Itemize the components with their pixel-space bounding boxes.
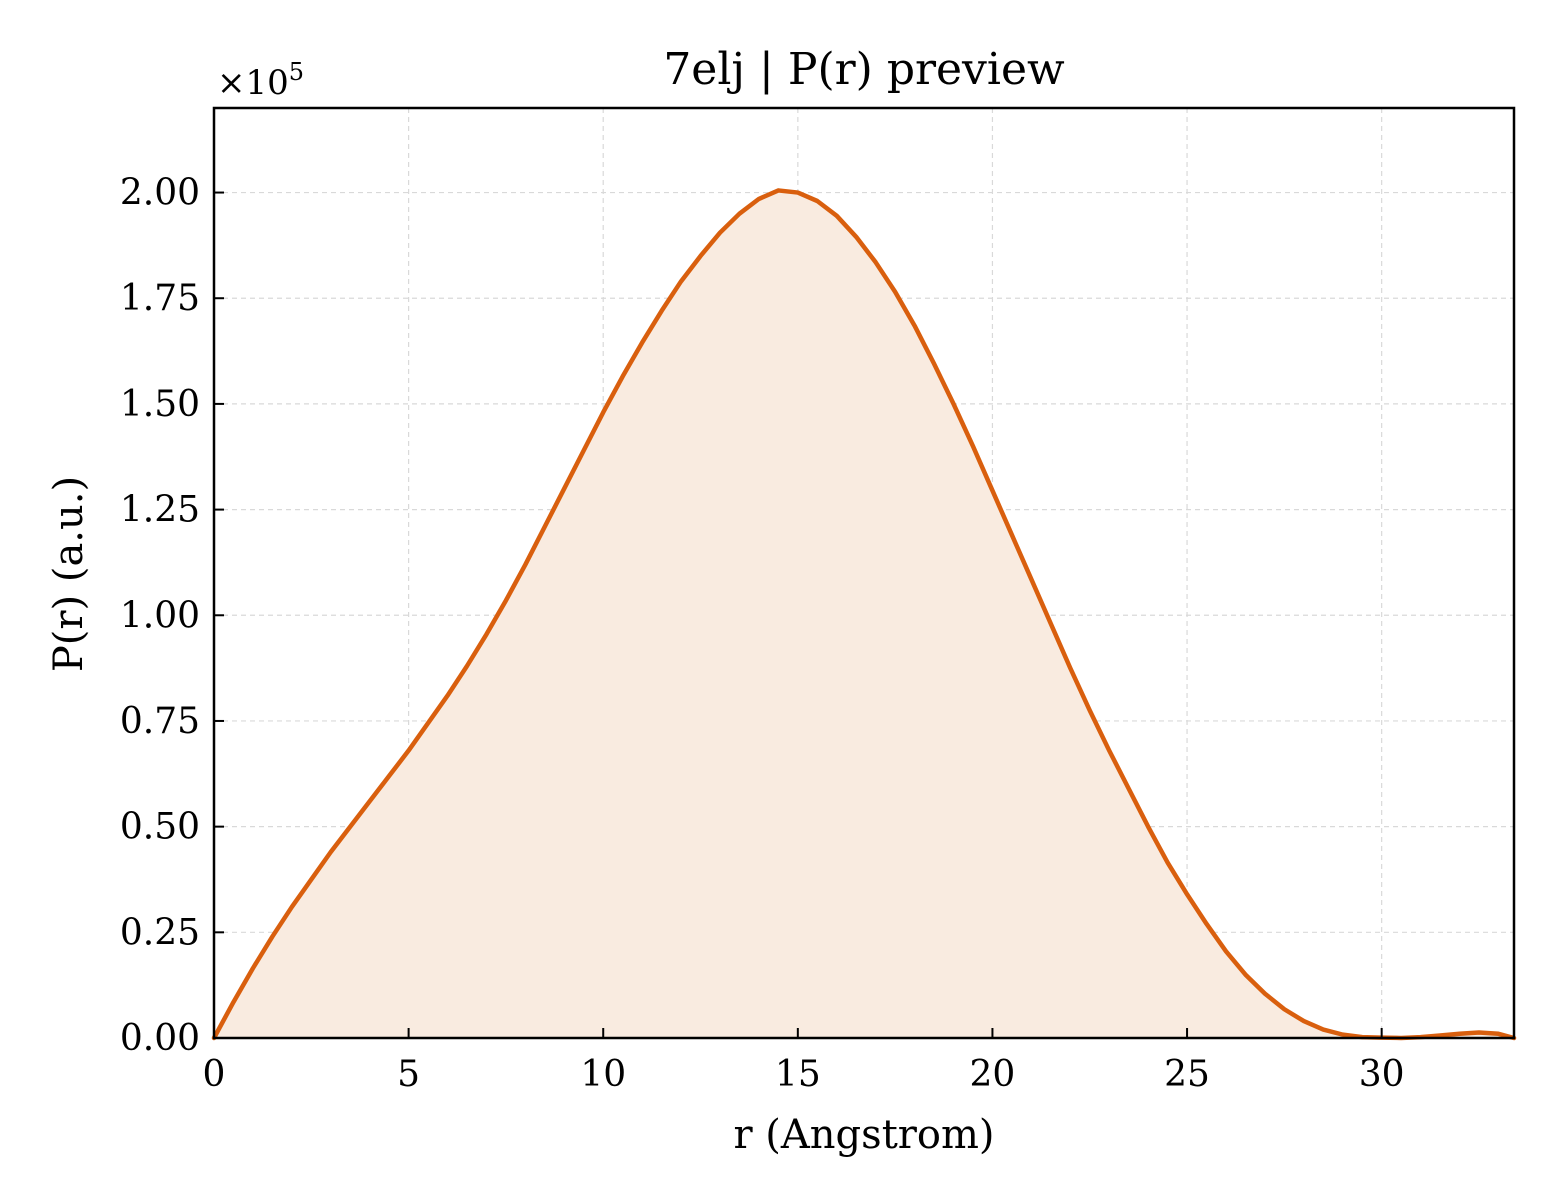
y-axis-multiplier-exponent: 5 — [289, 58, 304, 86]
x-tick-label: 30 — [1359, 1054, 1405, 1095]
x-tick-label: 10 — [580, 1054, 626, 1095]
x-axis-label: r (Angstrom) — [733, 1112, 994, 1158]
y-axis-multiplier: ×105 — [217, 58, 304, 103]
y-tick-label: 1.00 — [120, 595, 200, 636]
y-axis-multiplier-base: ×10 — [217, 63, 289, 103]
y-tick-label: 1.50 — [120, 384, 200, 425]
y-tick-label: 1.75 — [120, 278, 200, 319]
x-axis-ticks: 0 5 10 15 20 25 30 — [203, 1028, 1405, 1095]
x-tick-label: 5 — [397, 1054, 420, 1095]
y-tick-label: 1.25 — [120, 490, 200, 531]
y-tick-label: 0.75 — [120, 701, 200, 742]
x-tick-label: 25 — [1164, 1054, 1210, 1095]
y-axis-label: P(r) (a.u.) — [46, 476, 92, 672]
y-tick-label: 0.50 — [120, 807, 200, 848]
x-tick-label: 0 — [203, 1054, 226, 1095]
y-tick-label: 2.00 — [120, 173, 200, 214]
pr-curve — [211, 188, 1517, 1041]
plot-frame — [212, 106, 1516, 1040]
y-tick-label: 0.00 — [120, 1018, 200, 1059]
y-axis-ticks: 0.00 0.25 0.50 0.75 1.00 1.25 1.50 1.75 2.00 — [120, 173, 224, 1059]
chart-title: 7elj | P(r) preview — [663, 44, 1065, 95]
pr-area-fill — [214, 190, 1514, 1038]
y-tick-label: 0.25 — [120, 912, 200, 953]
x-tick-label: 20 — [970, 1054, 1016, 1095]
x-tick-label: 15 — [775, 1054, 821, 1095]
